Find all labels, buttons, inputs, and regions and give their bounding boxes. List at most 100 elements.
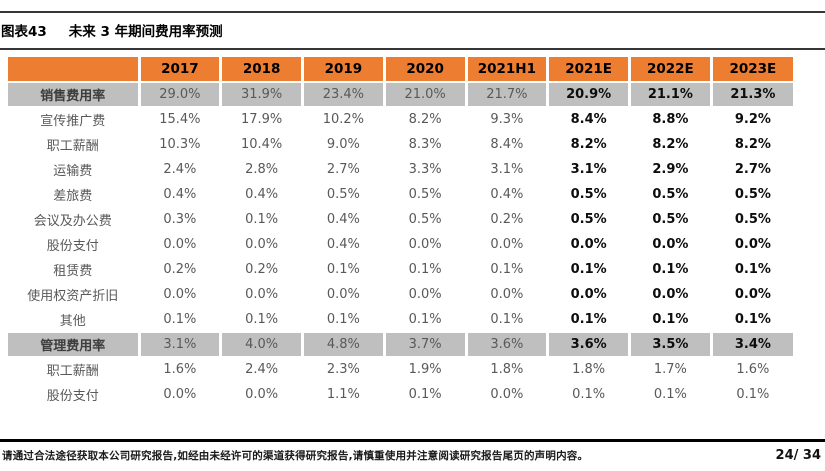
value-cell: 0.5% [382,206,466,232]
row-label: 运输费 [8,156,139,182]
value-cell: 0.0% [628,231,712,257]
value-cell: 0.4% [219,181,303,207]
value-cell: 0.4% [301,206,385,232]
table-header: 2017 2018 2019 2020 2021H1 2021E 2022E 2023E [8,55,793,82]
row-label: 管理费用率 [8,331,139,357]
value-cell: 0.5% [546,181,630,207]
value-cell: 3.3% [382,156,466,182]
column-header: 2022E [628,55,712,82]
value-cell: 0.0% [137,381,221,406]
value-cell: 0.5% [628,206,712,232]
value-cell: 0.1% [546,256,630,282]
value-cell: 0.1% [301,256,385,282]
table-row: 运输费 2.4% 2.8% 2.7% 3.3% 3.1% 3.1% 2.9% 2.7% [8,156,793,182]
value-cell: 0.1% [219,206,303,232]
value-cell: 0.1% [219,306,303,332]
value-cell: 0.2% [137,256,221,282]
corner-cell [8,55,139,82]
page-number: 24/ 34 [775,448,821,463]
value-cell: 8.2% [382,106,466,132]
figure-titlebar: 图表43 未来 3 年期间费用率预测 [0,11,825,50]
value-cell: 0.4% [301,231,385,257]
value-cell: 3.5% [628,331,712,357]
row-label: 差旅费 [8,181,139,207]
column-header: 2017 [137,55,221,82]
value-cell: 2.3% [301,356,385,382]
table-row: 宣传推广费 15.4% 17.9% 10.2% 8.2% 9.3% 8.4% 8.8% 9.2% [8,106,793,132]
value-cell: 2.9% [628,156,712,182]
value-cell: 0.4% [464,181,548,207]
value-cell: 10.2% [301,106,385,132]
value-cell: 0.2% [219,256,303,282]
value-cell: 1.6% [137,356,221,382]
value-cell: 0.1% [709,306,793,332]
value-cell: 0.1% [382,306,466,332]
value-cell: 0.0% [628,281,712,307]
row-label: 租赁费 [8,256,139,282]
value-cell: 0.1% [464,306,548,332]
value-cell: 0.1% [301,306,385,332]
value-cell: 21.7% [464,81,548,107]
value-cell: 8.8% [628,106,712,132]
value-cell: 29.0% [137,81,221,107]
value-cell: 0.0% [464,231,548,257]
table-row: 职工薪酬 1.6% 2.4% 2.3% 1.9% 1.8% 1.8% 1.7% 1.6% [8,356,793,382]
column-header: 2020 [382,55,466,82]
value-cell: 15.4% [137,106,221,132]
figure-title: 未来 3 年期间费用率预测 [68,24,223,40]
row-label: 其他 [8,306,139,332]
value-cell: 2.7% [301,156,385,182]
value-cell: 0.1% [137,306,221,332]
value-cell: 0.0% [709,231,793,257]
value-cell: 0.1% [628,256,712,282]
value-cell: 0.0% [464,281,548,307]
table-row: 使用权资产折旧 0.0% 0.0% 0.0% 0.0% 0.0% 0.0% 0.0% 0.0% [8,281,793,307]
value-cell: 0.1% [546,381,630,406]
header-row: 2017 2018 2019 2020 2021H1 2021E 2022E 2023E [8,55,793,82]
table-row: 股份支付 0.0% 0.0% 1.1% 0.1% 0.0% 0.1% 0.1% 0.1% [8,381,793,406]
value-cell: 0.5% [301,181,385,207]
value-cell: 10.3% [137,131,221,157]
value-cell: 8.2% [546,131,630,157]
value-cell: 1.7% [628,356,712,382]
value-cell: 1.9% [382,356,466,382]
value-cell: 3.1% [546,156,630,182]
value-cell: 0.1% [382,256,466,282]
table-row: 销售费用率 29.0% 31.9% 23.4% 21.0% 21.7% 20.9% 21.1%… [8,81,793,107]
value-cell: 2.7% [709,156,793,182]
value-cell: 0.1% [709,256,793,282]
value-cell: 17.9% [219,106,303,132]
value-cell: 2.4% [219,356,303,382]
value-cell: 3.1% [137,331,221,357]
value-cell: 3.7% [382,331,466,357]
column-header: 2019 [301,55,385,82]
value-cell: 2.4% [137,156,221,182]
value-cell: 1.8% [546,356,630,382]
value-cell: 23.4% [301,81,385,107]
table-body: 销售费用率 29.0% 31.9% 23.4% 21.0% 21.7% 20.9% 21.1%… [8,81,793,406]
value-cell: 20.9% [546,81,630,107]
value-cell: 0.1% [382,381,466,406]
value-cell: 2.8% [219,156,303,182]
value-cell: 0.4% [137,181,221,207]
value-cell: 8.3% [382,131,466,157]
value-cell: 9.0% [301,131,385,157]
value-cell: 3.6% [464,331,548,357]
value-cell: 21.3% [709,81,793,107]
value-cell: 0.0% [709,281,793,307]
value-cell: 0.0% [219,281,303,307]
table-row: 租赁费 0.2% 0.2% 0.1% 0.1% 0.1% 0.1% 0.1% 0.1% [8,256,793,282]
table-row: 会议及办公费 0.3% 0.1% 0.4% 0.5% 0.2% 0.5% 0.5% 0.5% [8,206,793,232]
page-footer: 请通过合法途径获取本公司研究报告,如经由未经许可的渠道获得研究报告,请慎重使用并… [0,439,825,463]
value-cell: 1.8% [464,356,548,382]
value-cell: 0.3% [137,206,221,232]
column-header: 2021E [546,55,630,82]
row-label: 职工薪酬 [8,356,139,382]
column-header: 2021H1 [464,55,548,82]
row-label: 股份支付 [8,231,139,257]
value-cell: 0.0% [382,231,466,257]
value-cell: 31.9% [219,81,303,107]
value-cell: 0.0% [546,231,630,257]
value-cell: 0.1% [628,381,712,406]
